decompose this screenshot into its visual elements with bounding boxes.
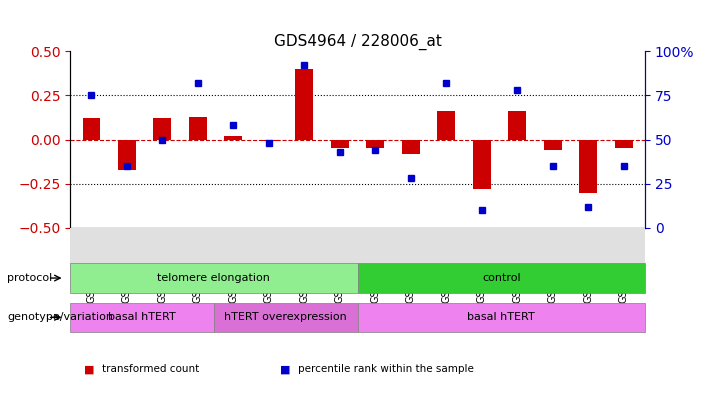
Bar [83, 118, 100, 140]
Text: protocol: protocol [7, 273, 53, 283]
Bar [331, 140, 348, 148]
Text: hTERT overexpression: hTERT overexpression [224, 312, 347, 322]
Bar [189, 116, 207, 140]
Bar [260, 140, 278, 141]
Bar [544, 140, 562, 150]
Bar [615, 140, 632, 148]
Bar [224, 136, 242, 140]
Bar [473, 140, 491, 189]
Bar [437, 111, 455, 140]
Bar [402, 140, 420, 154]
Title: GDS4964 / 228006_at: GDS4964 / 228006_at [273, 33, 442, 50]
Text: ■: ■ [84, 364, 95, 375]
Text: transformed count: transformed count [102, 364, 199, 375]
Bar [295, 69, 313, 140]
Text: telomere elongation: telomere elongation [157, 273, 271, 283]
Text: control: control [482, 273, 521, 283]
Text: ■: ■ [280, 364, 291, 375]
Bar [508, 111, 526, 140]
Text: basal hTERT: basal hTERT [108, 312, 176, 322]
Bar [579, 140, 597, 193]
Text: genotype/variation: genotype/variation [7, 312, 113, 322]
Bar [118, 140, 136, 170]
Text: percentile rank within the sample: percentile rank within the sample [298, 364, 474, 375]
Bar [154, 118, 171, 140]
Text: basal hTERT: basal hTERT [468, 312, 535, 322]
Bar [367, 140, 384, 148]
